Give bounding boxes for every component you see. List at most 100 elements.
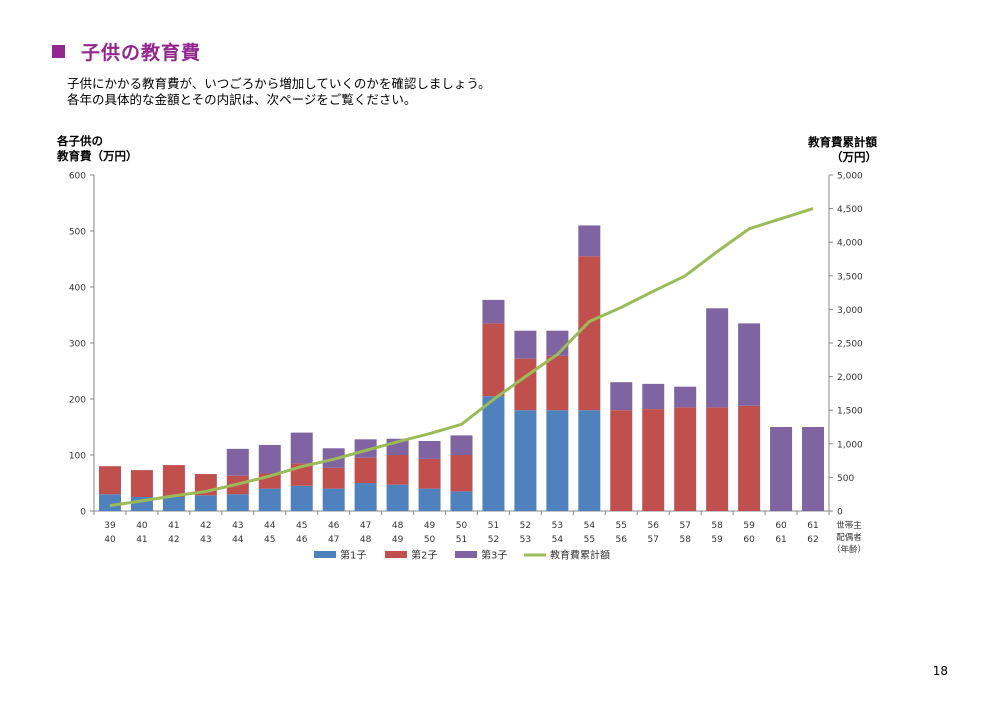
x-tick-label-head: 39 bbox=[104, 521, 116, 531]
page-number: 18 bbox=[932, 664, 948, 678]
bar-child2 bbox=[642, 409, 665, 511]
page-title: 子供の教育費 bbox=[81, 42, 202, 64]
legend-label-3: 第3子 bbox=[481, 549, 507, 562]
x-tick-label-head: 48 bbox=[392, 521, 404, 531]
intro-line-2: 各年の具体的な金額とその内訳は、次ページをご覧ください。 bbox=[67, 92, 417, 107]
x-tick-label-spouse: 50 bbox=[424, 535, 436, 545]
x-tick-label-head: 43 bbox=[232, 521, 243, 531]
legend-label-cumulative: 教育費累計額 bbox=[550, 549, 610, 562]
bar-child2 bbox=[322, 467, 345, 489]
left-tick-label: 0 bbox=[80, 508, 86, 518]
right-tick-label: 4,500 bbox=[837, 205, 863, 215]
legend-label-2: 第2子 bbox=[411, 549, 437, 562]
bar-child2 bbox=[610, 410, 633, 511]
x-tick-label-spouse: 61 bbox=[775, 535, 786, 545]
bar-child3 bbox=[290, 432, 313, 464]
left-tick-label: 100 bbox=[69, 452, 86, 462]
bar-child2 bbox=[130, 470, 153, 497]
right-tick-label: 5,000 bbox=[837, 172, 863, 182]
x-tick-label-spouse: 59 bbox=[711, 535, 723, 545]
x-tick-label-spouse: 42 bbox=[168, 535, 179, 545]
cumulative-line bbox=[109, 207, 814, 508]
right-tick-label: 2,500 bbox=[837, 340, 863, 350]
bar-child1 bbox=[418, 488, 441, 511]
x-tick-label-spouse: 48 bbox=[360, 535, 372, 545]
bar-child1 bbox=[322, 488, 345, 511]
x-tick-label-spouse: 40 bbox=[104, 535, 116, 545]
bar-child3 bbox=[514, 330, 537, 359]
bar-child1 bbox=[194, 495, 217, 511]
x-tick-label-head: 59 bbox=[743, 521, 755, 531]
x-tick-label-head: 60 bbox=[775, 521, 787, 531]
right-tick-label: 0 bbox=[837, 508, 843, 518]
bar-child3 bbox=[642, 383, 665, 410]
intro-text: 子供にかかる教育費が、いつごろから増加していくのかを確認しましょう。 各年の具体… bbox=[67, 76, 491, 108]
legend-label-1: 第1子 bbox=[340, 549, 366, 562]
x-tick-label-spouse: 51 bbox=[456, 535, 467, 545]
right-tick-label: 2,000 bbox=[837, 373, 863, 383]
x-tick-label-head: 53 bbox=[552, 521, 563, 531]
bar-child1 bbox=[578, 410, 601, 511]
bar-child2 bbox=[706, 407, 729, 511]
legend-swatch-2 bbox=[385, 551, 407, 558]
page-header: 子供の教育費 bbox=[52, 38, 201, 65]
bar-child2 bbox=[514, 358, 537, 411]
x-tick-label-spouse: 55 bbox=[584, 535, 595, 545]
x-tick-label-spouse: 49 bbox=[392, 535, 404, 545]
bar-child2 bbox=[450, 455, 473, 492]
x-tick-label-spouse: 54 bbox=[552, 535, 564, 545]
x-tick-label-head: 45 bbox=[296, 521, 307, 531]
bar-child2 bbox=[98, 466, 121, 495]
x-tick-label-head: 44 bbox=[264, 521, 276, 531]
x-tick-label-head: 52 bbox=[520, 521, 531, 531]
bar-child2 bbox=[546, 355, 569, 411]
x-tick-label-head: 56 bbox=[648, 521, 660, 531]
bar-child3 bbox=[226, 448, 249, 476]
bar-child3 bbox=[674, 386, 697, 408]
x-tick-label-spouse: 43 bbox=[200, 535, 211, 545]
legend-swatch-3 bbox=[455, 551, 477, 558]
bar-child3 bbox=[706, 308, 729, 408]
bar-child1 bbox=[258, 488, 281, 511]
bar-child2 bbox=[386, 455, 409, 485]
right-tick-label: 4,000 bbox=[837, 239, 863, 249]
bar-child1 bbox=[514, 410, 537, 511]
x-tick-label-spouse: 62 bbox=[807, 535, 818, 545]
left-tick-label: 400 bbox=[69, 284, 86, 294]
x-tick-label-head: 51 bbox=[488, 521, 499, 531]
left-tick-label: 200 bbox=[69, 396, 86, 406]
x-tick-label-spouse: 57 bbox=[648, 535, 659, 545]
right-tick-label: 3,500 bbox=[837, 272, 863, 282]
bar-child2 bbox=[418, 458, 441, 489]
bar-child1 bbox=[162, 497, 185, 511]
legend-swatch-1 bbox=[314, 551, 336, 558]
bar-child1 bbox=[98, 494, 121, 511]
bar-child2 bbox=[578, 256, 601, 411]
intro-line-1: 子供にかかる教育費が、いつごろから増加していくのかを確認しましょう。 bbox=[67, 76, 491, 91]
bar-child1 bbox=[386, 484, 409, 511]
x-tick-label-head: 55 bbox=[616, 521, 627, 531]
left-axis-title: 各子供の 教育費（万円） bbox=[57, 134, 138, 164]
bar-child1 bbox=[226, 494, 249, 511]
x-tick-label-head: 47 bbox=[360, 521, 371, 531]
bar-child2 bbox=[162, 465, 185, 497]
bar-child3 bbox=[770, 427, 793, 511]
x-tick-label-spouse: 60 bbox=[743, 535, 755, 545]
x-tick-label-spouse: 58 bbox=[679, 535, 691, 545]
right-axis-title-line-1: 教育費累計額 bbox=[808, 135, 877, 149]
left-tick-label: 300 bbox=[69, 340, 86, 350]
title-square-icon bbox=[52, 45, 65, 58]
x-tick-label-head: 50 bbox=[456, 521, 468, 531]
x-tick-label-head: 49 bbox=[424, 521, 436, 531]
bar-child3 bbox=[610, 382, 633, 411]
bar-child3 bbox=[258, 444, 281, 474]
bar-child2 bbox=[482, 323, 505, 397]
x-axis-label-line: 配偶者 bbox=[836, 532, 862, 543]
x-tick-label-spouse: 53 bbox=[520, 535, 531, 545]
right-tick-label: 1,000 bbox=[837, 440, 863, 450]
bar-child1 bbox=[482, 396, 505, 511]
right-tick-label: 3,000 bbox=[837, 306, 863, 316]
x-axis-label-line: 世帯主 bbox=[836, 520, 862, 531]
x-tick-label-head: 46 bbox=[328, 521, 340, 531]
